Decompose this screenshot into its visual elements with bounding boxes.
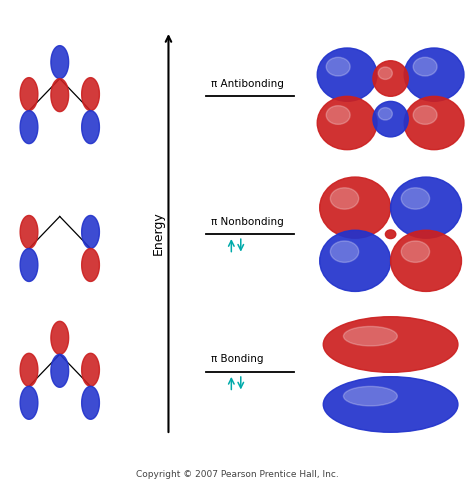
Polygon shape	[51, 322, 69, 355]
Ellipse shape	[330, 242, 359, 263]
Text: Copyright © 2007 Pearson Prentice Hall, Inc.: Copyright © 2007 Pearson Prentice Hall, …	[136, 469, 338, 478]
Ellipse shape	[317, 49, 377, 102]
Polygon shape	[51, 79, 69, 112]
Ellipse shape	[373, 61, 408, 97]
Ellipse shape	[344, 387, 397, 406]
Ellipse shape	[391, 231, 462, 292]
Ellipse shape	[319, 178, 391, 239]
Polygon shape	[20, 249, 38, 282]
Ellipse shape	[326, 106, 350, 125]
Polygon shape	[51, 46, 69, 79]
Ellipse shape	[385, 230, 396, 239]
Polygon shape	[82, 216, 100, 249]
Text: π Antibonding: π Antibonding	[211, 78, 284, 89]
Ellipse shape	[378, 68, 392, 80]
Ellipse shape	[319, 231, 391, 292]
Ellipse shape	[378, 108, 392, 121]
Text: π Bonding: π Bonding	[211, 354, 264, 363]
Ellipse shape	[330, 188, 359, 210]
Ellipse shape	[404, 49, 464, 102]
Polygon shape	[82, 249, 100, 282]
Polygon shape	[82, 78, 100, 111]
Ellipse shape	[326, 58, 350, 77]
Ellipse shape	[401, 188, 429, 210]
Ellipse shape	[344, 327, 397, 346]
Polygon shape	[51, 355, 69, 388]
Polygon shape	[20, 78, 38, 111]
Polygon shape	[20, 111, 38, 144]
Ellipse shape	[413, 106, 437, 125]
Polygon shape	[20, 216, 38, 249]
Ellipse shape	[391, 178, 462, 239]
Polygon shape	[82, 387, 100, 420]
Ellipse shape	[401, 242, 429, 263]
Text: π Nonbonding: π Nonbonding	[211, 216, 284, 226]
Ellipse shape	[323, 317, 458, 373]
Polygon shape	[82, 354, 100, 387]
Text: Energy: Energy	[152, 211, 164, 254]
Ellipse shape	[404, 97, 464, 151]
Ellipse shape	[413, 58, 437, 77]
Ellipse shape	[323, 377, 458, 432]
Ellipse shape	[373, 102, 408, 137]
Ellipse shape	[317, 97, 377, 151]
Polygon shape	[20, 354, 38, 387]
Polygon shape	[20, 387, 38, 420]
Polygon shape	[82, 111, 100, 144]
